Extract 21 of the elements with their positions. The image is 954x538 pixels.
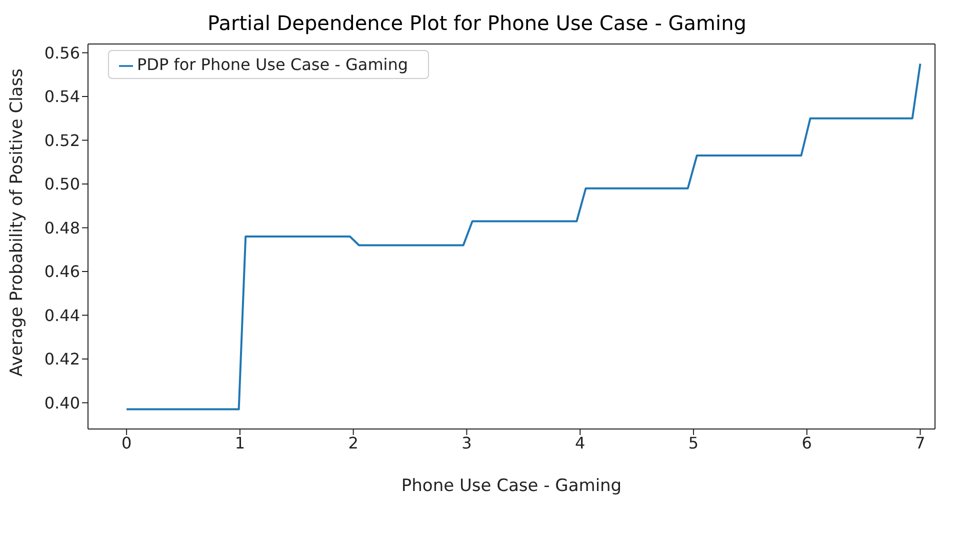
x-tick-label: 6 [802,433,812,452]
y-tick-label: 0.56 [44,43,80,62]
x-tick-label: 5 [688,433,699,452]
legend-label: PDP for Phone Use Case - Gaming [137,55,408,74]
y-tick-label: 0.42 [44,350,80,369]
x-tick-label: 1 [234,433,246,452]
y-axis-title: Average Probability of Positive Class [7,68,28,376]
y-tick-label: 0.52 [44,130,80,150]
y-tick-label: 0.48 [44,218,80,238]
y-tick-label: 0.50 [44,174,80,194]
y-tick-label: 0.54 [44,87,80,106]
y-tick-label: 0.46 [44,262,80,282]
x-tick-label: 0 [121,433,132,452]
x-axis-title: Phone Use Case - Gaming [401,476,622,496]
x-tick-label: 7 [915,433,926,452]
y-tick-label: 0.40 [44,393,80,412]
y-tick-label: 0.44 [44,306,80,325]
x-tick-label: 4 [575,433,586,452]
x-tick-label: 2 [348,433,358,452]
chart-title: Partial Dependence Plot for Phone Use Case - Gaming [206,10,748,37]
x-tick-label: 3 [462,433,472,452]
